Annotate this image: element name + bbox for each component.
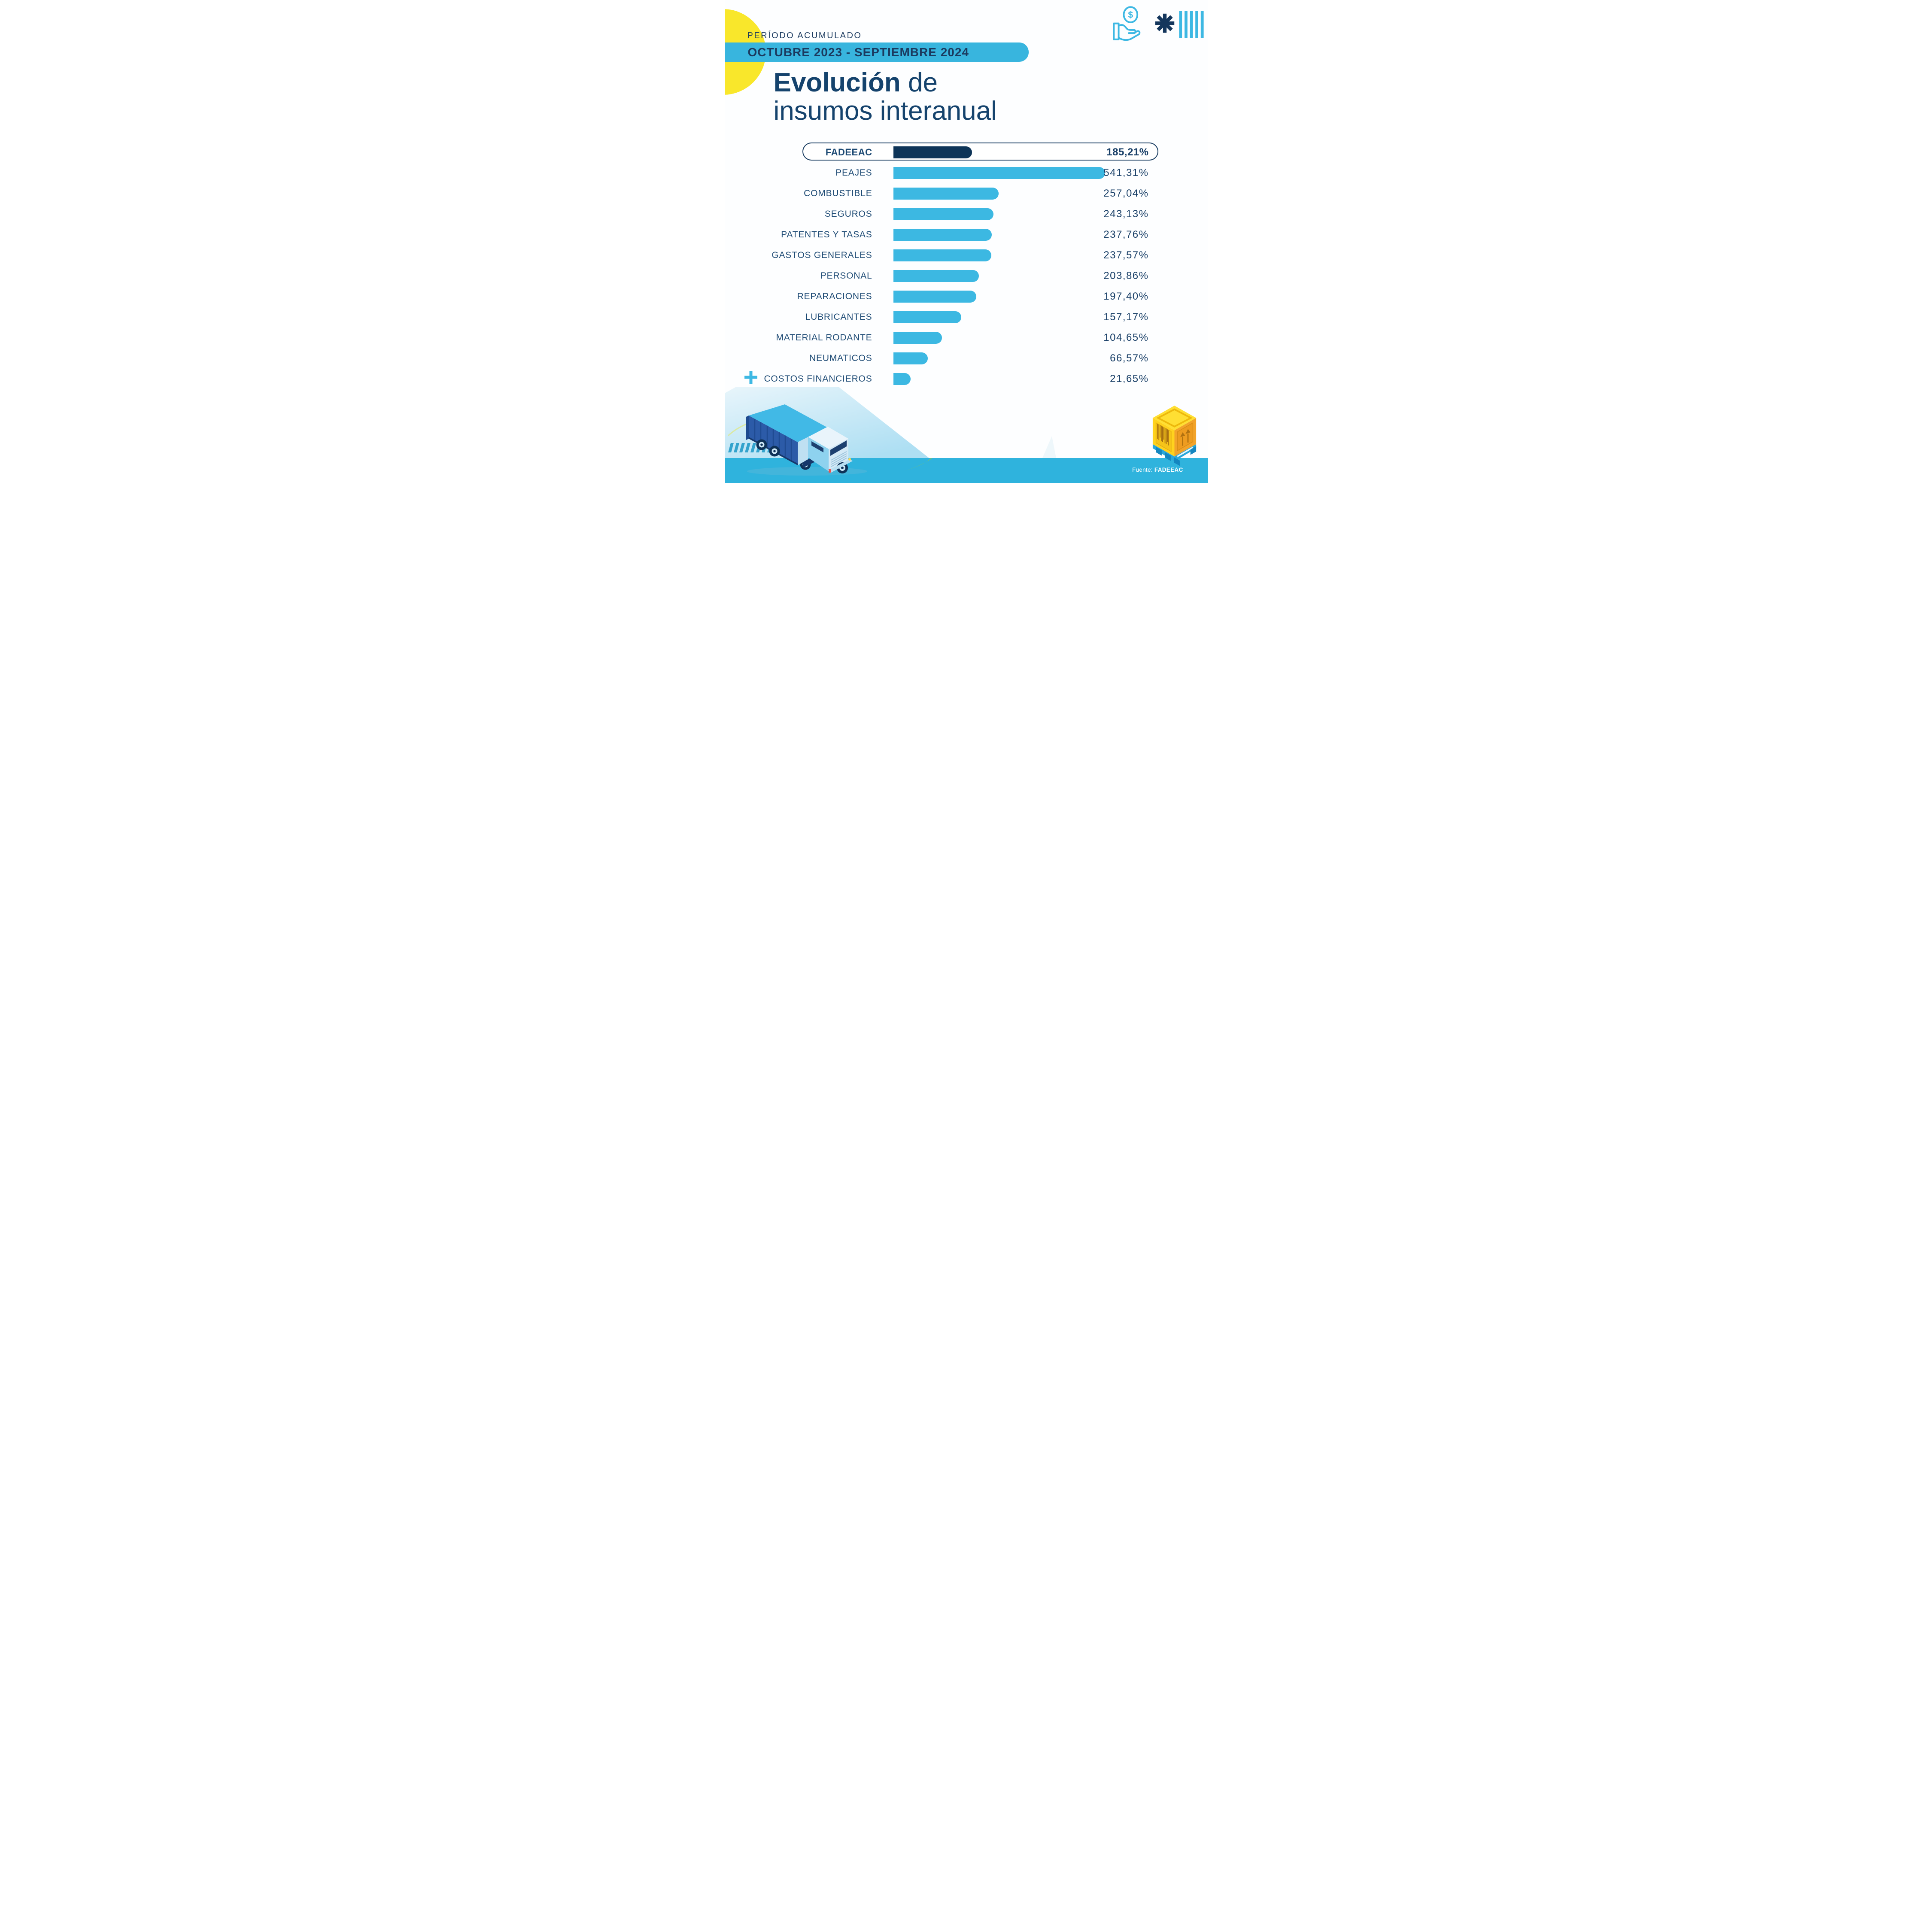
bar-value: 243,13% <box>1103 208 1149 220</box>
swoosh-decor <box>889 458 932 474</box>
bar-value: 104,65% <box>1103 331 1149 343</box>
source-label: Fuente: <box>1132 467 1153 473</box>
bar <box>893 228 992 241</box>
chart-row: SEGUROS 243,13% <box>725 204 1208 224</box>
page-title-line1: Evolución de <box>774 69 997 97</box>
pallet-box-illustration <box>1152 406 1196 466</box>
chart-row: REPARACIONES 197,40% <box>725 286 1208 307</box>
chart-row: NEUMATICOS 66,57% <box>725 348 1208 369</box>
bar <box>893 331 942 344</box>
bar-label: COMBUSTIBLE <box>804 188 872 198</box>
bar-value: 21,65% <box>1110 373 1149 385</box>
bar-value: 237,76% <box>1103 228 1149 240</box>
bar <box>893 373 911 385</box>
bar <box>893 270 979 282</box>
bar-value: 541,31% <box>1103 167 1149 179</box>
bar-label: NEUMATICOS <box>809 353 872 363</box>
bar <box>893 249 992 261</box>
bar-value: 197,40% <box>1103 290 1149 302</box>
asterisk-icon <box>1155 13 1174 33</box>
bar-label: REPARACIONES <box>797 291 872 301</box>
bar <box>893 311 962 323</box>
bar-value: 257,04% <box>1103 187 1149 199</box>
bar-label: PERSONAL <box>820 270 872 281</box>
bar <box>893 290 977 303</box>
bar <box>893 352 928 364</box>
period-kicker: PERÍODO ACUMULADO <box>747 31 862 40</box>
chart-row: COSTOS FINANCIEROS 21,65% <box>725 369 1208 389</box>
bar-value: 237,57% <box>1103 249 1149 261</box>
bar-value: 157,17% <box>1103 311 1149 323</box>
tally-bars-icon <box>1179 11 1204 38</box>
page-title-bold: Evolución <box>773 68 901 97</box>
plus-icon <box>744 371 757 384</box>
bar-label: SEGUROS <box>824 209 872 219</box>
bar-label: COSTOS FINANCIEROS <box>764 373 872 384</box>
bar <box>893 146 972 158</box>
chart-row: COMBUSTIBLE 257,04% <box>725 183 1208 204</box>
bar-value: 66,57% <box>1110 352 1149 364</box>
bar <box>893 187 999 200</box>
source-value: FADEEAC <box>1154 467 1183 473</box>
chart-row: LUBRICANTES 157,17% <box>725 307 1208 328</box>
infographic-canvas: PERÍODO ACUMULADO OCTUBRE 2023 - SEPTIEM… <box>724 0 1208 483</box>
chart-row: PEAJES 541,31% <box>725 163 1208 183</box>
bar-chart: FADEEAC 185,21% PEAJES 541,31% COMBUSTIB… <box>725 0 1208 483</box>
bar <box>893 208 994 220</box>
chart-row: PATENTES Y TASAS 237,76% <box>725 224 1208 245</box>
page-title-line2: insumos interanual <box>773 96 997 126</box>
bar-label: MATERIAL RODANTE <box>776 332 872 343</box>
page-title-rest: de <box>900 68 938 97</box>
bar-value: 203,86% <box>1103 270 1149 282</box>
bar-label: LUBRICANTES <box>805 312 872 322</box>
bar-value: 185,21% <box>1106 146 1149 158</box>
period-banner: OCTUBRE 2023 - SEPTIEMBRE 2024 <box>724 42 1029 62</box>
chart-row: FADEEAC 185,21% <box>725 142 1208 163</box>
isometric-truck-illustration <box>746 404 867 476</box>
bar-label: GASTOS GENERALES <box>772 250 872 260</box>
chart-row: PERSONAL 203,86% <box>725 266 1208 286</box>
source-credit: Fuente: FADEEAC <box>1132 467 1183 473</box>
chart-row: MATERIAL RODANTE 104,65% <box>725 328 1208 348</box>
period-banner-text: OCTUBRE 2023 - SEPTIEMBRE 2024 <box>747 45 969 59</box>
bar-label: PATENTES Y TASAS <box>781 229 872 240</box>
coin-hand-icon: $ <box>1112 6 1140 41</box>
page-title: Evolución de insumos interanual <box>774 69 997 125</box>
highlight-pill <box>802 142 1158 161</box>
bar-label: FADEEAC <box>825 146 872 158</box>
chart-row: GASTOS GENERALES 237,57% <box>725 245 1208 266</box>
svg-text:$: $ <box>1128 10 1133 20</box>
bar-label: PEAJES <box>835 167 872 178</box>
bar <box>893 167 1105 179</box>
